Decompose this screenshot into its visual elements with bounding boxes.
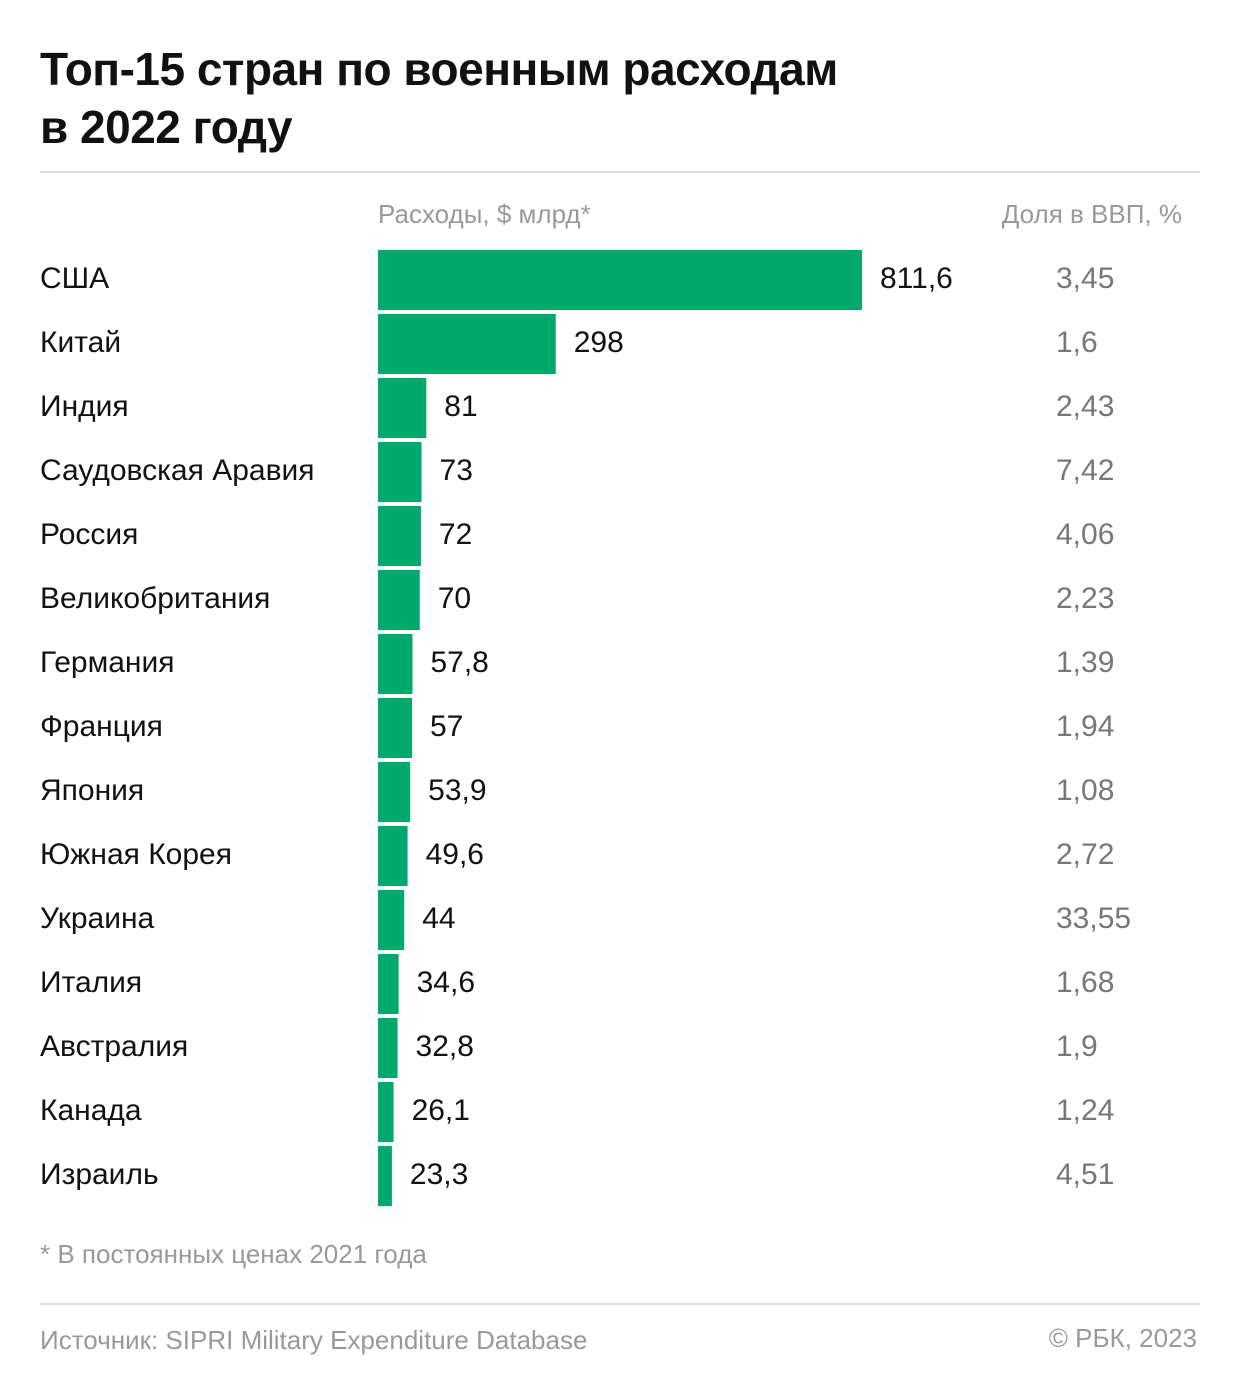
gdp-share: 3,45 (1056, 262, 1114, 295)
category-label: Япония (40, 774, 144, 807)
category-label: Италия (40, 966, 142, 999)
category-label: Израиль (40, 1158, 159, 1191)
gdp-share: 7,42 (1056, 454, 1114, 487)
bar (378, 378, 427, 438)
gdp-share: 4,06 (1056, 518, 1114, 551)
category-label: Индия (40, 390, 129, 423)
gdp-share: 1,6 (1056, 326, 1098, 359)
column-header: Доля в ВВП, % (1002, 199, 1182, 229)
bar (378, 250, 862, 310)
gdp-share: 2,43 (1056, 390, 1114, 423)
value-label: 34,6 (417, 966, 475, 999)
category-label: Южная Корея (40, 838, 232, 871)
gdp-share: 1,24 (1056, 1094, 1114, 1127)
value-label: 49,6 (426, 838, 484, 871)
category-label: Саудовская Аравия (40, 454, 315, 487)
value-label: 72 (439, 518, 472, 551)
bar (378, 570, 420, 630)
category-label: Китай (40, 326, 121, 359)
footnote: * В постоянных ценах 2021 года (40, 1239, 427, 1269)
value-label: 53,9 (428, 774, 486, 807)
bar (378, 890, 405, 950)
value-label: 32,8 (416, 1030, 474, 1063)
bar (378, 442, 422, 502)
category-label: Австралия (40, 1030, 188, 1063)
value-label: 23,3 (410, 1158, 468, 1191)
gdp-share: 1,94 (1056, 710, 1114, 743)
gdp-share: 1,9 (1056, 1030, 1098, 1063)
value-label: 57 (430, 710, 463, 743)
bar (378, 762, 411, 822)
bar (378, 698, 412, 758)
source: Источник: SIPRI Military Expenditure Dat… (40, 1325, 587, 1355)
gdp-share: 1,39 (1056, 646, 1114, 679)
bar (378, 506, 421, 566)
category-label: Украина (40, 902, 155, 935)
gdp-share: 2,23 (1056, 582, 1114, 615)
value-label: 811,6 (880, 262, 953, 295)
column-header: Расходы, $ млрд* (378, 199, 591, 229)
category-label: Франция (40, 710, 163, 743)
category-label: Канада (40, 1094, 142, 1127)
category-label: США (40, 262, 109, 295)
value-label: 57,8 (430, 646, 488, 679)
value-label: 70 (438, 582, 471, 615)
bar (378, 954, 399, 1014)
value-label: 26,1 (412, 1094, 470, 1127)
category-label: Великобритания (40, 582, 270, 615)
bar (378, 1082, 394, 1142)
category-label: Германия (40, 646, 175, 679)
value-label: 81 (444, 390, 477, 423)
gdp-share: 33,55 (1056, 902, 1131, 935)
value-label: 298 (574, 326, 624, 359)
value-label: 44 (422, 902, 455, 935)
gdp-share: 1,08 (1056, 774, 1114, 807)
category-label: Россия (40, 518, 138, 551)
bar (378, 314, 556, 374)
gdp-share: 1,68 (1056, 966, 1114, 999)
bar (378, 634, 413, 694)
bar (378, 1018, 398, 1078)
copyright: © РБК, 2023 (1049, 1323, 1197, 1353)
bar (378, 826, 408, 886)
bar (378, 1146, 392, 1206)
gdp-share: 2,72 (1056, 838, 1114, 871)
chart-title: Топ-15 стран по военным расходам в 2022 … (40, 43, 838, 153)
value-label: 73 (440, 454, 473, 487)
gdp-share: 4,51 (1056, 1158, 1114, 1191)
